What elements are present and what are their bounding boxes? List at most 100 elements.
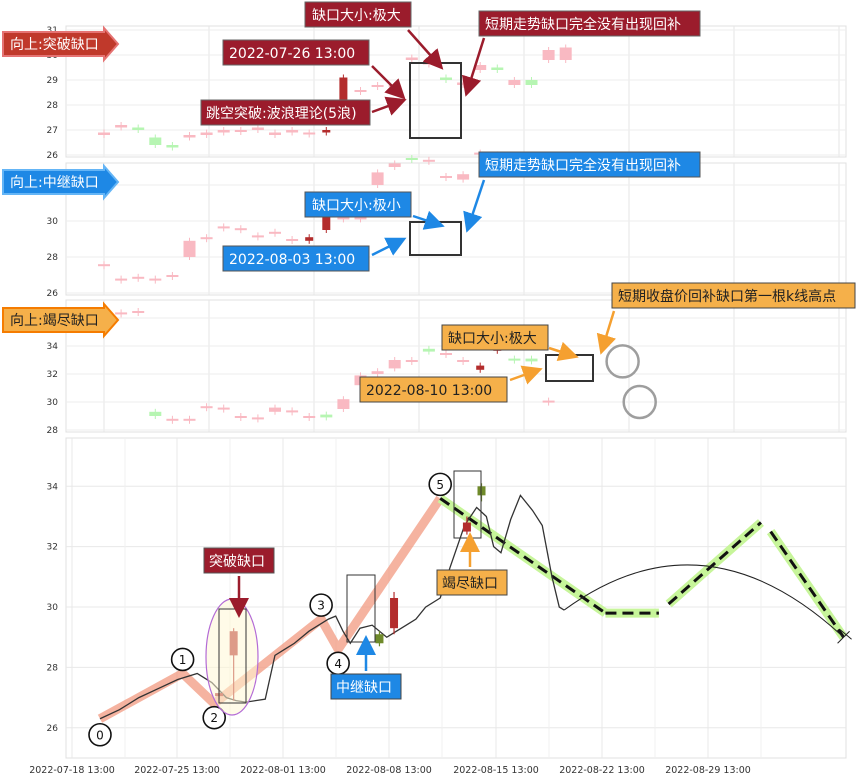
candle-body xyxy=(457,174,470,180)
callout-p1-gap-size-text: 缺口大小:极大 xyxy=(312,8,401,24)
trend-dash xyxy=(769,530,845,639)
x-tick-label: 2022-08-01 13:00 xyxy=(240,765,326,776)
y-tick-label: 26 xyxy=(47,724,59,734)
y-tick-label: 28 xyxy=(47,253,59,263)
candle-body xyxy=(132,127,145,130)
candle-body xyxy=(491,67,504,70)
gap-box-1 xyxy=(409,62,462,139)
y-tick-label: 30 xyxy=(47,398,59,408)
candle-body xyxy=(405,57,418,60)
callout-p1-wave-text: 跳空突破:波浪理论(5浪) xyxy=(206,106,357,122)
candle-body xyxy=(322,130,331,133)
candle-body xyxy=(217,226,230,229)
pattern-label-exhaustion: 向上:竭尽缺口 xyxy=(2,301,120,339)
candle-body xyxy=(559,47,572,60)
pattern-label-runaway-text: 向上:中继缺口 xyxy=(10,175,99,191)
candle-body xyxy=(115,312,128,315)
wave-point-label: 2 xyxy=(210,711,218,725)
candle-body xyxy=(405,360,418,362)
panel-3-frame xyxy=(65,299,847,433)
projection-arc xyxy=(563,564,844,638)
callout-p3-gap-size: 缺口大小:极大 xyxy=(441,324,579,361)
panel-1-grid: 262728293031 xyxy=(47,26,846,161)
candle-body xyxy=(337,217,350,220)
x-tick-label: 2022-08-08 13:00 xyxy=(346,765,432,776)
candle-body xyxy=(405,158,418,160)
panel-3-grid: 2830323436 xyxy=(47,300,846,436)
callout-p1-no-fill-text: 短期走势缺口完全没有出现回补 xyxy=(485,16,681,33)
x-tick-label: 2022-08-15 13:00 xyxy=(453,765,539,776)
candle-body xyxy=(440,353,452,355)
callout-p2-date-text: 2022-08-03 13:00 xyxy=(229,252,355,268)
candle-body xyxy=(149,411,162,416)
candle-body xyxy=(200,406,213,409)
breakout-gap-ellipse xyxy=(205,598,259,716)
candle-body xyxy=(440,77,452,80)
candle-body xyxy=(217,407,230,410)
y-tick-label: 32 xyxy=(47,370,58,380)
candle-body xyxy=(115,125,128,128)
gap-candle-body xyxy=(390,598,399,629)
wave-point-circle xyxy=(309,593,333,617)
candle-body xyxy=(132,276,145,279)
wave-point-label: 3 xyxy=(317,599,325,613)
candle-body xyxy=(183,418,196,421)
wave-point-circle xyxy=(428,472,453,497)
callout-exhaustion-gap-text: 竭尽缺口 xyxy=(442,576,498,592)
wave-band xyxy=(97,495,444,723)
trend-lines xyxy=(437,494,852,644)
x-tick-label: 2022-08-22 13:00 xyxy=(559,765,645,776)
callout-p2-gap-size: 缺口大小:极小 xyxy=(304,191,445,230)
panel-2-frame xyxy=(65,162,847,296)
candle-body xyxy=(183,135,196,138)
y-tick-label: 27 xyxy=(47,126,58,136)
wave-point-circle xyxy=(88,722,112,747)
candle-body xyxy=(508,358,521,361)
callout-breakout-gap: 突破缺口 xyxy=(203,547,275,618)
candle-body xyxy=(525,80,538,85)
y-tick-label: 34 xyxy=(47,342,59,352)
candle-body xyxy=(388,360,401,369)
candle-body xyxy=(234,130,247,132)
callout-p2-gap-size-text: 缺口大小:极小 xyxy=(312,198,401,214)
candle-body xyxy=(234,416,247,418)
candle-body xyxy=(269,231,281,234)
candle-body xyxy=(339,77,348,100)
wave-point-label: 5 xyxy=(436,478,444,492)
callout-p3-date-text: 2022-08-10 13:00 xyxy=(366,383,492,399)
candle-body xyxy=(251,127,264,130)
x-tick-label: 2022-08-29 13:00 xyxy=(665,765,751,776)
callout-p2-date: 2022-08-03 13:00 xyxy=(222,237,407,272)
candle-body xyxy=(474,65,487,70)
candle-body xyxy=(98,132,110,135)
y-tick-label: 26 xyxy=(47,289,59,299)
callout-p1-no-fill: 短期走势缺口完全没有出现回补 xyxy=(461,10,701,97)
candle-body xyxy=(303,416,316,418)
candle-body xyxy=(183,240,196,257)
trend-dash xyxy=(667,521,762,606)
callout-runaway-gap-text: 中继缺口 xyxy=(336,680,392,696)
candle-body xyxy=(422,348,435,352)
candle-body xyxy=(286,410,299,413)
candle-body xyxy=(371,371,384,374)
candle-body xyxy=(200,132,213,135)
candle-body xyxy=(166,275,179,277)
candle-body xyxy=(371,172,384,185)
callout-p3-fill: 短期收盘价回补缺口第一根k线高点 xyxy=(596,282,856,355)
candle-body xyxy=(269,407,281,412)
candle-body xyxy=(251,417,264,420)
wave-path xyxy=(97,495,444,723)
panel-1-frame xyxy=(65,25,847,158)
candle-body xyxy=(286,239,299,241)
candle-body xyxy=(354,217,367,220)
candle-body xyxy=(234,228,247,231)
y-tick-label: 26 xyxy=(47,151,59,161)
pattern-label-breakout-text: 向上:突破缺口 xyxy=(10,37,99,53)
candle-body xyxy=(166,145,179,148)
y-tick-label: 30 xyxy=(47,603,59,613)
y-tick-label: 32 xyxy=(47,543,58,553)
candle-body xyxy=(320,414,333,418)
callout-p1-wave: 跳空突破:波浪理论(5浪) xyxy=(200,96,407,126)
